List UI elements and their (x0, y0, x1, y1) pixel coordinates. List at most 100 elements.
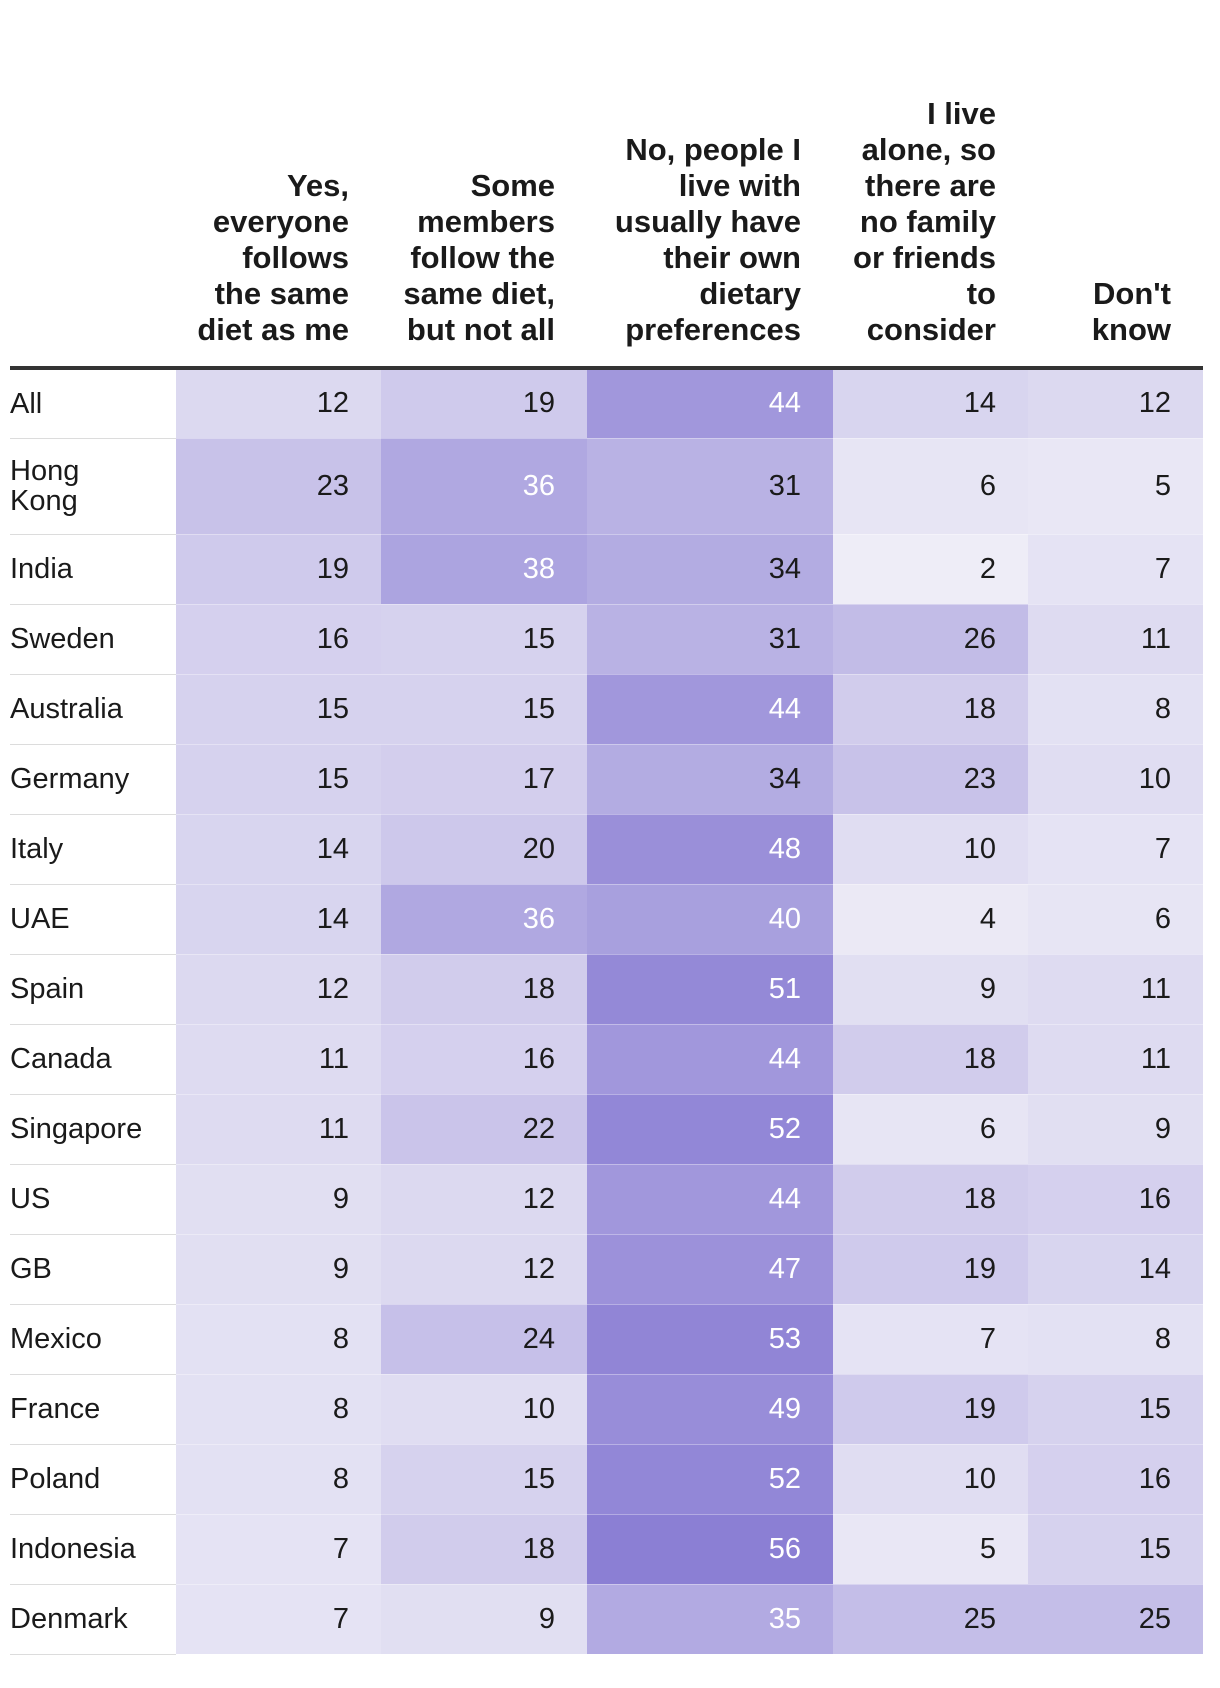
table-row: France 8 10 49 19 15 (10, 1374, 1203, 1445)
heatmap-cell: 22 (381, 1094, 587, 1165)
heatmap-cell: 26 (833, 604, 1028, 675)
heatmap-cell: 20 (381, 814, 587, 885)
table-row: Germany 15 17 34 23 10 (10, 744, 1203, 815)
table-row: Indonesia 7 18 56 5 15 (10, 1514, 1203, 1585)
heatmap-cell: 6 (1028, 884, 1203, 955)
heatmap-cell: 44 (587, 674, 833, 745)
heatmap-cell: 15 (176, 674, 381, 745)
row-label: France (10, 1374, 176, 1445)
heatmap-cell: 9 (833, 954, 1028, 1025)
heatmap-cell: 4 (833, 884, 1028, 955)
heatmap-cell: 11 (1028, 954, 1203, 1025)
table-row: Mexico 8 24 53 7 8 (10, 1304, 1203, 1375)
row-label: Mexico (10, 1304, 176, 1375)
column-header-some-members: Some members follow the same diet, but n… (381, 0, 587, 370)
table-row: Singapore 11 22 52 6 9 (10, 1094, 1203, 1165)
heatmap-cell: 8 (176, 1374, 381, 1445)
heatmap-cell: 6 (833, 1094, 1028, 1165)
table-row: Spain 12 18 51 9 11 (10, 954, 1203, 1025)
header-row: Yes, everyone follows the same diet as m… (10, 0, 1203, 370)
heatmap-cell: 17 (381, 744, 587, 815)
row-label: GB (10, 1234, 176, 1305)
heatmap-cell: 9 (381, 1584, 587, 1655)
heatmap-cell: 18 (833, 1024, 1028, 1095)
heatmap-cell: 38 (381, 534, 587, 605)
heatmap-cell: 10 (833, 1444, 1028, 1515)
heatmap-cell: 7 (176, 1584, 381, 1655)
heatmap-cell: 18 (381, 1514, 587, 1585)
heatmap-cell: 35 (587, 1584, 833, 1655)
heatmap-cell: 16 (381, 1024, 587, 1095)
column-header-same-diet: Yes, everyone follows the same diet as m… (176, 0, 381, 370)
table-row: Italy 14 20 48 10 7 (10, 814, 1203, 885)
heatmap-cell: 5 (833, 1514, 1028, 1585)
heatmap-cell: 19 (833, 1234, 1028, 1305)
heatmap-cell: 34 (587, 534, 833, 605)
heatmap-cell: 49 (587, 1374, 833, 1445)
row-label: Sweden (10, 604, 176, 675)
row-label: US (10, 1164, 176, 1235)
heatmap-cell: 18 (833, 1164, 1028, 1235)
heatmap-cell: 9 (1028, 1094, 1203, 1165)
heatmap-cell: 12 (176, 954, 381, 1025)
heatmap-cell: 12 (381, 1164, 587, 1235)
heatmap-cell: 56 (587, 1514, 833, 1585)
heatmap-cell: 7 (1028, 534, 1203, 605)
heatmap-cell: 24 (381, 1304, 587, 1375)
heatmap-cell: 31 (587, 438, 833, 535)
table-row: Sweden 16 15 31 26 11 (10, 604, 1203, 675)
heatmap-cell: 10 (381, 1374, 587, 1445)
heatmap-cell: 14 (176, 814, 381, 885)
column-header-live-alone: I live alone, so there are no family or … (833, 0, 1028, 370)
table-row: All 12 19 44 14 12 (10, 368, 1203, 439)
heatmap-cell: 51 (587, 954, 833, 1025)
heatmap-cell: 23 (176, 438, 381, 535)
heatmap-body: All 12 19 44 14 12 Hong Kong 23 36 31 6 5 India 19 38 3… (10, 368, 1203, 1655)
heatmap-cell: 31 (587, 604, 833, 675)
heatmap-cell: 19 (176, 534, 381, 605)
row-label: Poland (10, 1444, 176, 1515)
row-label: Canada (10, 1024, 176, 1095)
heatmap-cell: 18 (381, 954, 587, 1025)
table-row: India 19 38 34 2 7 (10, 534, 1203, 605)
heatmap-cell: 44 (587, 1164, 833, 1235)
heatmap-cell: 48 (587, 814, 833, 885)
heatmap-cell: 23 (833, 744, 1028, 815)
table-row: Poland 8 15 52 10 16 (10, 1444, 1203, 1515)
heatmap-cell: 7 (176, 1514, 381, 1585)
table-row: Australia 15 15 44 18 8 (10, 674, 1203, 745)
row-label: Singapore (10, 1094, 176, 1165)
heatmap-cell: 16 (176, 604, 381, 675)
table-row: Canada 11 16 44 18 11 (10, 1024, 1203, 1095)
heatmap-cell: 19 (833, 1374, 1028, 1445)
heatmap-cell: 44 (587, 1024, 833, 1095)
table-row: Hong Kong 23 36 31 6 5 (10, 438, 1203, 535)
row-label: Indonesia (10, 1514, 176, 1585)
heatmap-cell: 25 (833, 1584, 1028, 1655)
column-header-own-preferences: No, people I live with usually have thei… (587, 0, 833, 370)
heatmap-cell: 44 (587, 368, 833, 439)
column-header-dont-know: Don't know (1028, 0, 1203, 370)
row-label: Italy (10, 814, 176, 885)
heatmap-cell: 36 (381, 438, 587, 535)
table-row: Denmark 7 9 35 25 25 (10, 1584, 1203, 1655)
heatmap-cell: 52 (587, 1444, 833, 1515)
heatmap-cell: 15 (381, 604, 587, 675)
heatmap-cell: 14 (1028, 1234, 1203, 1305)
row-label: Denmark (10, 1584, 176, 1655)
heatmap-cell: 8 (176, 1444, 381, 1515)
table-row: UAE 14 36 40 4 6 (10, 884, 1203, 955)
heatmap-cell: 9 (176, 1164, 381, 1235)
heatmap-cell: 36 (381, 884, 587, 955)
heatmap-cell: 12 (381, 1234, 587, 1305)
heatmap-cell: 11 (1028, 1024, 1203, 1095)
row-label: Spain (10, 954, 176, 1025)
row-label: Germany (10, 744, 176, 815)
heatmap-cell: 11 (1028, 604, 1203, 675)
heatmap-cell: 14 (833, 368, 1028, 439)
heatmap-cell: 8 (176, 1304, 381, 1375)
heatmap-cell: 15 (1028, 1374, 1203, 1445)
table-row: US 9 12 44 18 16 (10, 1164, 1203, 1235)
heatmap-cell: 15 (176, 744, 381, 815)
heatmap-cell: 15 (1028, 1514, 1203, 1585)
